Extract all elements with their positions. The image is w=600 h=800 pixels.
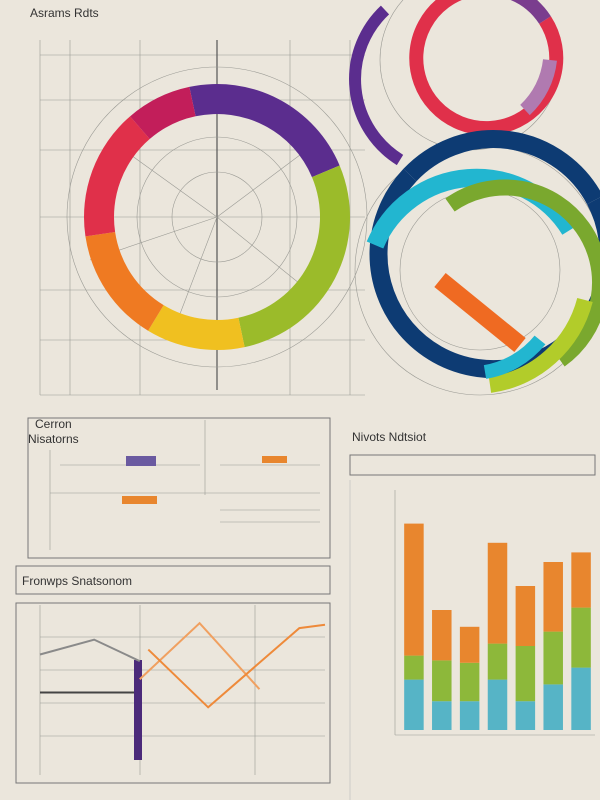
- bar-segment: [543, 562, 563, 632]
- panel-subtitle: Nisatorns: [28, 432, 79, 446]
- panel-title: Cerron: [35, 417, 72, 431]
- bar-panel: [349, 454, 596, 800]
- donut-segment: [84, 116, 150, 237]
- bar-segment: [459, 701, 480, 730]
- bar-segment: [571, 552, 591, 608]
- bar-segment: [543, 684, 563, 730]
- bar-segment: [515, 586, 536, 646]
- bar-segment: [404, 679, 424, 730]
- donut-segment: [189, 84, 340, 178]
- bar-segment: [487, 679, 508, 730]
- bar-segment: [543, 631, 563, 685]
- mini-panel: [27, 417, 331, 559]
- donut-segment: [148, 305, 245, 350]
- line-series: [147, 623, 326, 709]
- bar-segment: [515, 701, 536, 730]
- bar-segment: [571, 667, 591, 730]
- bar-segment: [404, 655, 424, 680]
- bar-segment: [571, 607, 591, 668]
- bar-segment: [459, 626, 480, 663]
- bar-segment: [515, 646, 536, 702]
- line-series: [39, 638, 141, 663]
- bar-segment: [432, 610, 452, 661]
- bar-segment: [404, 523, 424, 656]
- bar-segment: [487, 542, 508, 644]
- bar-segment: [432, 701, 452, 730]
- donut-segment: [130, 86, 196, 140]
- bar-chart-title: Nivots Ndtsiot: [352, 430, 427, 444]
- page-title: Asrams Rdts: [30, 6, 99, 20]
- donut-segment: [238, 165, 350, 348]
- line-chart-title: Fronwps Snatsonom: [22, 574, 132, 588]
- bar-segment: [487, 643, 508, 680]
- line-panel: [15, 565, 331, 784]
- donut-segment: [85, 232, 164, 331]
- decorative-rings: [349, 0, 600, 396]
- bar-segment: [432, 660, 452, 702]
- bar-segment: [459, 662, 480, 702]
